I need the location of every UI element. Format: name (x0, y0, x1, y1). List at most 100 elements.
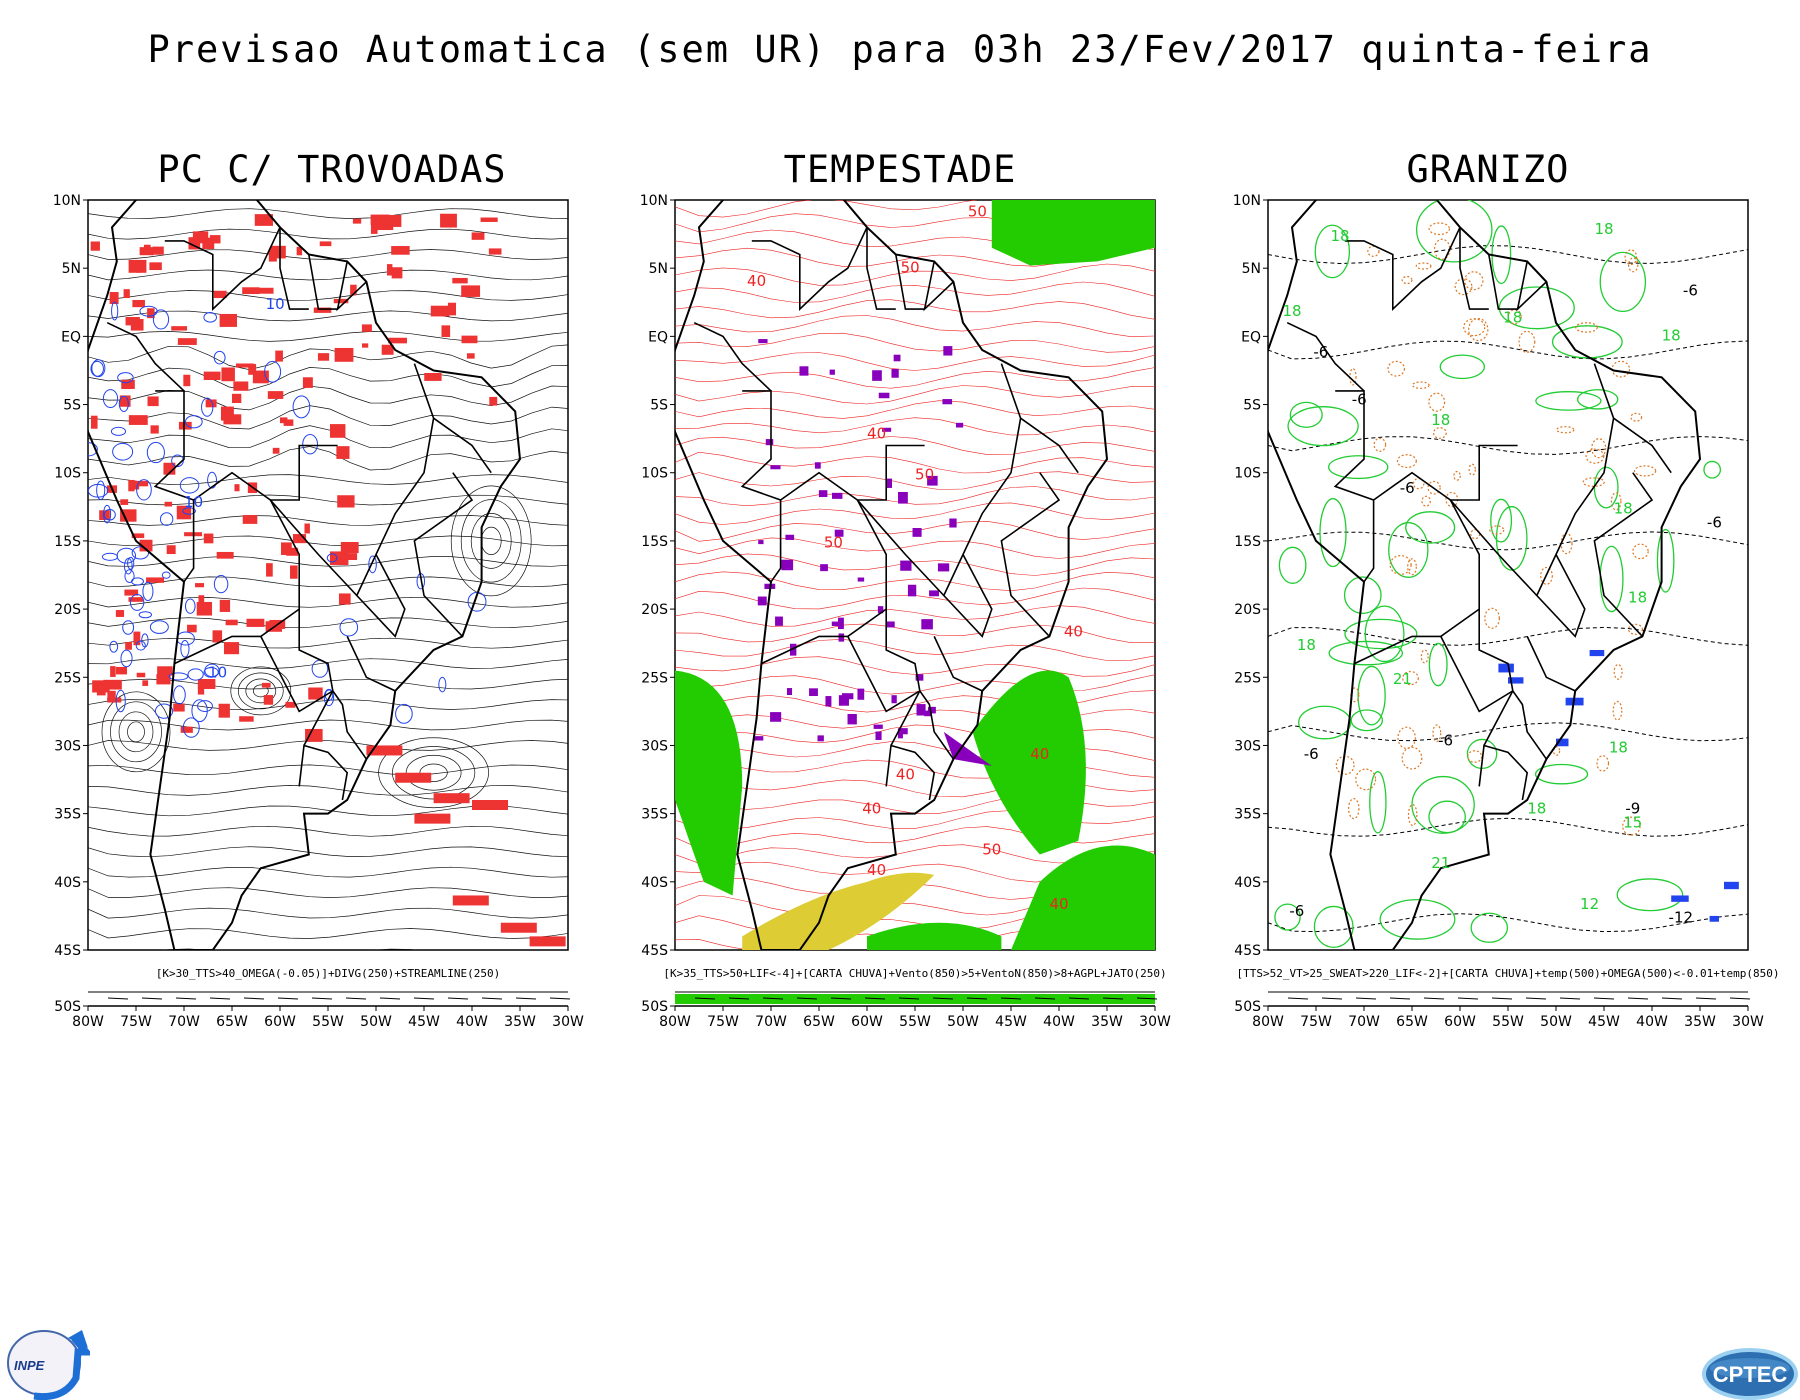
lon-label: 40W (1636, 1014, 1668, 1030)
storm-cell (912, 528, 922, 537)
storm-patch (248, 364, 257, 375)
lat-label: 20S (54, 602, 81, 618)
storm-cell (809, 688, 818, 697)
storm-patch (107, 690, 116, 702)
storm-patch (283, 419, 294, 426)
storm-patch (171, 326, 188, 331)
divergence-contour (203, 666, 219, 678)
omega-contour (1349, 368, 1357, 386)
streamline (88, 617, 568, 629)
storm-patch (166, 545, 176, 555)
storm-patch (212, 630, 223, 643)
country-border (1516, 261, 1547, 312)
storm-patch (125, 317, 140, 326)
storm-patch (452, 277, 468, 284)
omega-contour (1468, 317, 1489, 342)
streamline-gyre (118, 711, 154, 753)
strip-streamline (1102, 997, 1124, 1000)
omega-contour (1610, 492, 1622, 511)
lon-label: 45W (408, 1014, 440, 1030)
storm-patch (115, 666, 128, 675)
country-border (346, 636, 396, 692)
storm-patch (275, 350, 283, 362)
wind-contour (675, 537, 1155, 559)
divergence-contour (159, 512, 174, 526)
streamline (88, 310, 568, 322)
streamline (88, 576, 568, 588)
storm-band (366, 745, 403, 756)
storm-cell (899, 728, 908, 735)
streamline-gyre (245, 678, 277, 704)
storm-cell (921, 619, 933, 630)
map-frame (87, 199, 569, 951)
storm-patch (213, 290, 227, 299)
contour-label: 12 (1580, 895, 1599, 913)
contour-label: -6 (1313, 343, 1328, 361)
omega-contour (1552, 746, 1561, 756)
divergence-contour (146, 441, 165, 464)
strip-streamline (141, 997, 163, 1000)
omega-contour (1622, 816, 1641, 836)
strip-streamline (1000, 997, 1022, 1000)
contour-label: 50 (915, 466, 934, 484)
streamline-gyre (101, 691, 171, 773)
divergence-contour (96, 480, 106, 501)
country-border (1333, 390, 1374, 501)
cptec-logo-text: CPTEC (1713, 1362, 1788, 1387)
lon-label: 35W (504, 1014, 536, 1030)
lat-label: 15S (1234, 534, 1261, 550)
storm-patch (146, 577, 165, 583)
country-border (895, 254, 925, 310)
streamline (88, 269, 568, 281)
storm-cell (765, 439, 774, 446)
divergence-contour (141, 633, 149, 648)
storm-patch (219, 599, 231, 612)
strip-streamline (175, 997, 197, 1000)
temp850-contour (1379, 898, 1456, 940)
storm-patch (216, 551, 234, 559)
storm-patch (370, 214, 390, 225)
storm-patch (441, 325, 451, 338)
country-border (761, 471, 887, 665)
storm-cell (956, 422, 964, 428)
country-border (1526, 636, 1576, 692)
lon-label: 60W (1444, 1014, 1476, 1030)
storm-cell (834, 529, 844, 537)
strip-streamline (694, 997, 716, 1000)
temp850-contour (1298, 705, 1352, 740)
contour-label: -6 (1289, 902, 1304, 920)
storm-patch (90, 415, 98, 429)
omega-contour (1428, 392, 1446, 412)
lat-label: 45S (641, 943, 668, 959)
lat-label: 40S (54, 875, 81, 891)
omega-contour (1389, 555, 1412, 575)
contour-label: 10 (208, 663, 227, 681)
panel-caption: [TTS>52_VT>25_SWEAT>220_LIF<-2]+[CARTA C… (1236, 967, 1779, 980)
divergence-contour (90, 360, 104, 377)
storm-cell (891, 368, 899, 378)
strip-streamline (1457, 997, 1479, 1000)
temp850-contour (1490, 498, 1513, 543)
contour-label: 50 (901, 258, 920, 276)
storm-cell (831, 621, 843, 626)
contour-label: 40 (1049, 895, 1068, 913)
divergence-contour (110, 426, 127, 436)
strip-streamline (1627, 997, 1649, 1000)
storm-patch (386, 215, 402, 227)
omega-contour (1575, 322, 1598, 333)
streamline-gyre (450, 485, 532, 597)
wind-contour (675, 315, 1155, 338)
storm-band (452, 895, 489, 906)
panel-caption: [K>30_TTS>40_OMEGA(-0.05)]+DIVG(250)+STR… (156, 967, 500, 980)
divergence-contour (182, 717, 200, 738)
wind-contour (675, 281, 1155, 303)
omega-contour (1355, 768, 1377, 791)
wind-contour (675, 674, 1155, 695)
lat-label: 40S (1234, 875, 1261, 891)
storm-patch (285, 701, 296, 708)
storm-cell (907, 584, 917, 597)
temp850-contour (1428, 800, 1466, 834)
storm-patch (242, 515, 258, 524)
storm-patch (304, 523, 310, 534)
streamline (88, 405, 568, 430)
